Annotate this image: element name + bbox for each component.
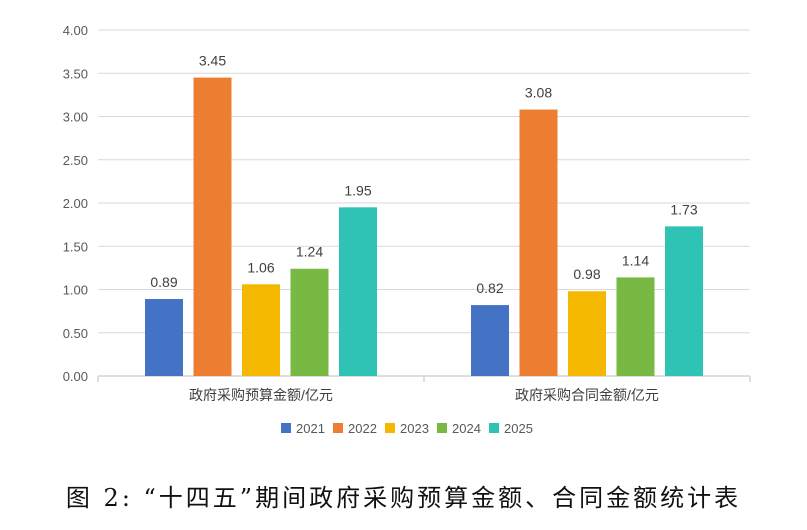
legend-swatch-2025: [489, 423, 499, 433]
bar-chart: 0.00 0.50 1.00 1.50 2.00 2.50 3.00 3.50 4.00 0.89…: [63, 23, 751, 436]
data-label: 3.08: [525, 85, 552, 101]
legend-label: 2022: [348, 421, 377, 436]
data-label: 1.06: [247, 259, 274, 275]
legend-label: 2021: [296, 421, 325, 436]
legend-swatch-2021: [281, 423, 291, 433]
y-tick-label: 2.00: [63, 196, 88, 211]
bar-2025: [339, 207, 377, 376]
data-label: 1.14: [622, 252, 649, 268]
data-label: 1.73: [670, 201, 697, 217]
bar-2023: [242, 284, 280, 376]
bar-2024: [616, 277, 655, 376]
y-tick-label: 3.50: [63, 66, 88, 81]
y-tick-label: 3.00: [63, 110, 88, 125]
x-category-label: 政府采购预算金额/亿元: [189, 387, 333, 403]
y-tick-label: 1.50: [63, 239, 88, 254]
bar-2023: [568, 291, 606, 376]
bar-2024: [290, 268, 329, 376]
data-label: 0.89: [150, 274, 177, 290]
data-label: 3.45: [199, 53, 226, 69]
x-category-label: 政府采购合同金额/亿元: [515, 387, 659, 403]
legend-label: 2025: [504, 421, 533, 436]
data-label: 1.24: [296, 244, 323, 260]
y-tick-label: 0.50: [63, 326, 88, 341]
y-tick-label: 0.00: [63, 369, 88, 384]
bar-2025: [665, 226, 703, 376]
figure-caption: 图 2: “十四五”期间政府采购预算金额、合同金额统计表: [65, 484, 742, 512]
legend-swatch-2024: [437, 423, 447, 433]
y-tick-label: 4.00: [63, 23, 88, 38]
legend-label: 2023: [400, 421, 429, 436]
data-label: 1.95: [344, 182, 371, 198]
bar-2022: [519, 109, 558, 376]
legend-swatch-2023: [385, 423, 395, 433]
bar-2021: [471, 305, 509, 376]
data-label: 0.82: [476, 280, 503, 296]
y-tick-label: 1.00: [63, 283, 88, 298]
bar-2022: [193, 77, 232, 376]
legend-swatch-2022: [333, 423, 343, 433]
data-label: 0.98: [573, 266, 600, 282]
legend-label: 2024: [452, 421, 481, 436]
bar-2021: [145, 299, 183, 376]
y-tick-label: 2.50: [63, 153, 88, 168]
